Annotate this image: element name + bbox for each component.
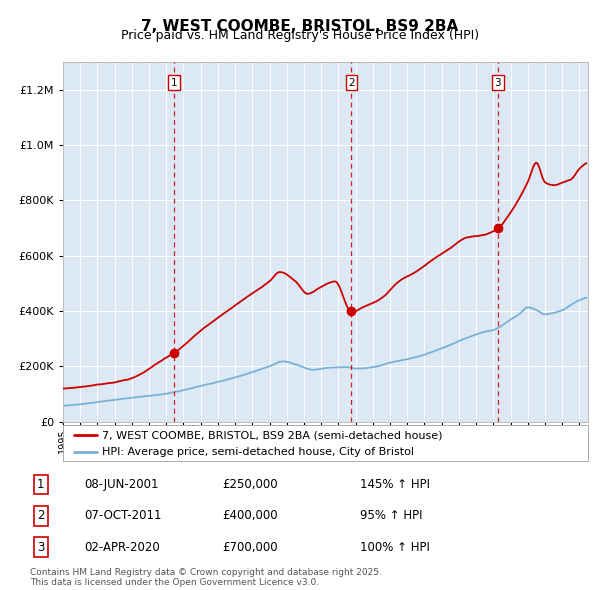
Text: 100% ↑ HPI: 100% ↑ HPI — [360, 540, 430, 554]
Text: 07-OCT-2011: 07-OCT-2011 — [84, 509, 161, 523]
Text: Contains HM Land Registry data © Crown copyright and database right 2025.
This d: Contains HM Land Registry data © Crown c… — [30, 568, 382, 587]
Text: Price paid vs. HM Land Registry's House Price Index (HPI): Price paid vs. HM Land Registry's House … — [121, 30, 479, 42]
Text: £250,000: £250,000 — [222, 478, 278, 491]
Text: 2: 2 — [37, 509, 44, 523]
Text: 7, WEST COOMBE, BRISTOL, BS9 2BA: 7, WEST COOMBE, BRISTOL, BS9 2BA — [142, 19, 458, 34]
Text: 3: 3 — [37, 540, 44, 554]
Text: £700,000: £700,000 — [222, 540, 278, 554]
Text: 95% ↑ HPI: 95% ↑ HPI — [360, 509, 422, 523]
Text: HPI: Average price, semi-detached house, City of Bristol: HPI: Average price, semi-detached house,… — [103, 447, 415, 457]
Text: 3: 3 — [494, 78, 501, 88]
Text: 7, WEST COOMBE, BRISTOL, BS9 2BA (semi-detached house): 7, WEST COOMBE, BRISTOL, BS9 2BA (semi-d… — [103, 430, 443, 440]
Text: 1: 1 — [170, 78, 177, 88]
Text: 1: 1 — [37, 478, 44, 491]
Text: 2: 2 — [348, 78, 355, 88]
Text: 08-JUN-2001: 08-JUN-2001 — [84, 478, 158, 491]
Text: £400,000: £400,000 — [222, 509, 278, 523]
Text: 145% ↑ HPI: 145% ↑ HPI — [360, 478, 430, 491]
Text: 02-APR-2020: 02-APR-2020 — [84, 540, 160, 554]
